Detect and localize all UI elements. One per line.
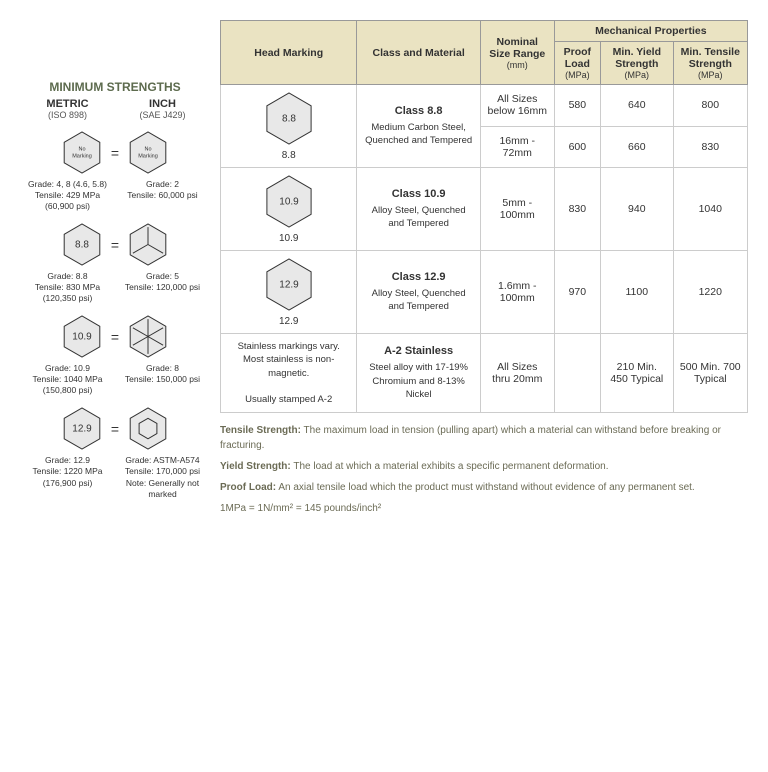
table-row: 8.88.8 Class 8.8Medium Carbon Steel, Que… bbox=[221, 85, 748, 127]
inch-info: Grade: 2Tensile: 60,000 psi bbox=[120, 179, 205, 212]
svg-text:No: No bbox=[78, 147, 85, 153]
inch-col-header: INCH (SAE J429) bbox=[120, 98, 205, 120]
head-marking-cell: 8.88.8 bbox=[221, 85, 357, 168]
head-marking-cell: Stainless markings vary. Most stainless … bbox=[221, 334, 357, 413]
proof-cell: 580 bbox=[554, 85, 600, 127]
th-proof: Proof Load (MPa) bbox=[554, 42, 600, 85]
hexagon-icon: 10.9 bbox=[57, 314, 107, 359]
proof-cell: 970 bbox=[554, 251, 600, 334]
compare-row: 8.8 = Grade: 8.8Tensile: 830 MPa(120,350… bbox=[20, 222, 210, 304]
hexagon-icon: NoMarking bbox=[57, 130, 107, 175]
head-marking-cell: 12.912.9 bbox=[221, 251, 357, 334]
svg-text:No: No bbox=[145, 147, 152, 153]
size-cell: 16mm - 72mm bbox=[480, 126, 554, 168]
hexagon-icon bbox=[123, 406, 173, 451]
svg-text:10.9: 10.9 bbox=[279, 197, 299, 208]
hexagon-icon: 8.8 bbox=[57, 222, 107, 267]
hexagon-icon bbox=[123, 222, 173, 267]
yield-cell: 660 bbox=[601, 126, 674, 168]
tensile-cell: 830 bbox=[673, 126, 747, 168]
inch-info: Grade: ASTM-A574Tensile: 170,000 psiNote… bbox=[120, 455, 205, 499]
equals-sign: = bbox=[111, 145, 119, 161]
svg-text:8.8: 8.8 bbox=[75, 240, 89, 251]
th-head-marking: Head Marking bbox=[221, 21, 357, 85]
class-cell: Class 12.9Alloy Steel, Quenched and Temp… bbox=[357, 251, 480, 334]
notes-section: Tensile Strength: The maximum load in te… bbox=[220, 423, 748, 516]
compare-row: NoMarking = NoMarking Grade: 4, 8 (4.6, … bbox=[20, 130, 210, 212]
main-container: MINIMUM STRENGTHS METRIC (ISO 898) INCH … bbox=[20, 20, 748, 522]
svg-text:8.8: 8.8 bbox=[282, 114, 296, 125]
unit-header-row: METRIC (ISO 898) INCH (SAE J429) bbox=[20, 98, 210, 120]
table-row: 12.912.9 Class 12.9Alloy Steel, Quenched… bbox=[221, 251, 748, 334]
tensile-cell: 500 Min. 700 Typical bbox=[673, 334, 747, 413]
svg-text:Marking: Marking bbox=[138, 154, 158, 160]
table-row: Stainless markings vary. Most stainless … bbox=[221, 334, 748, 413]
class-cell: Class 8.8Medium Carbon Steel, Quenched a… bbox=[357, 85, 480, 168]
size-cell: All Sizes thru 20mm bbox=[480, 334, 554, 413]
svg-text:Marking: Marking bbox=[72, 154, 92, 160]
hexagon-icon: 12.9 bbox=[57, 406, 107, 451]
yield-cell: 640 bbox=[601, 85, 674, 127]
size-cell: All Sizes below 16mm bbox=[480, 85, 554, 127]
svg-text:12.9: 12.9 bbox=[279, 280, 299, 291]
spec-table: Head Marking Class and Material Nominal … bbox=[220, 20, 748, 413]
class-cell: A-2 StainlessSteel alloy with 17-19% Chr… bbox=[357, 334, 480, 413]
svg-text:10.9: 10.9 bbox=[72, 332, 92, 343]
th-tensile: Min. Tensile Strength (MPa) bbox=[673, 42, 747, 85]
compare-row: 12.9 = Grade: 12.9Tensile: 1220 MPa(176,… bbox=[20, 406, 210, 499]
size-cell: 1.6mm - 100mm bbox=[480, 251, 554, 334]
size-cell: 5mm - 100mm bbox=[480, 168, 554, 251]
left-panel: MINIMUM STRENGTHS METRIC (ISO 898) INCH … bbox=[20, 20, 210, 522]
equals-sign: = bbox=[111, 237, 119, 253]
th-class: Class and Material bbox=[357, 21, 480, 85]
yield-cell: 210 Min. 450 Typical bbox=[601, 334, 674, 413]
hexagon-icon: NoMarking bbox=[123, 130, 173, 175]
th-mech: Mechanical Properties bbox=[554, 21, 747, 42]
head-marking-cell: 10.910.9 bbox=[221, 168, 357, 251]
hexagon-icon bbox=[123, 314, 173, 359]
inch-info: Grade: 5Tensile: 120,000 psi bbox=[120, 271, 205, 304]
metric-info: Grade: 12.9Tensile: 1220 MPa(176,900 psi… bbox=[25, 455, 110, 499]
proof-cell: 600 bbox=[554, 126, 600, 168]
proof-cell bbox=[554, 334, 600, 413]
th-nominal: Nominal Size Range (mm) bbox=[480, 21, 554, 85]
proof-cell: 830 bbox=[554, 168, 600, 251]
metric-info: Grade: 4, 8 (4.6, 5.8)Tensile: 429 MPa(6… bbox=[25, 179, 110, 212]
metric-info: Grade: 10.9Tensile: 1040 MPa(150,800 psi… bbox=[25, 363, 110, 396]
metric-col-header: METRIC (ISO 898) bbox=[25, 98, 110, 120]
min-strengths-title: MINIMUM STRENGTHS bbox=[20, 80, 210, 94]
tensile-cell: 800 bbox=[673, 85, 747, 127]
equals-sign: = bbox=[111, 329, 119, 345]
right-panel: Head Marking Class and Material Nominal … bbox=[220, 20, 748, 522]
yield-cell: 1100 bbox=[601, 251, 674, 334]
class-cell: Class 10.9Alloy Steel, Quenched and Temp… bbox=[357, 168, 480, 251]
metric-info: Grade: 8.8Tensile: 830 MPa(120,350 psi) bbox=[25, 271, 110, 304]
compare-row: 10.9 = Grade: 10.9Tensile: 1040 MPa(150,… bbox=[20, 314, 210, 396]
inch-info: Grade: 8Tensile: 150,000 psi bbox=[120, 363, 205, 396]
svg-text:12.9: 12.9 bbox=[72, 424, 92, 435]
th-yield: Min. Yield Strength (MPa) bbox=[601, 42, 674, 85]
table-row: 10.910.9 Class 10.9Alloy Steel, Quenched… bbox=[221, 168, 748, 251]
tensile-cell: 1220 bbox=[673, 251, 747, 334]
equals-sign: = bbox=[111, 421, 119, 437]
yield-cell: 940 bbox=[601, 168, 674, 251]
tensile-cell: 1040 bbox=[673, 168, 747, 251]
